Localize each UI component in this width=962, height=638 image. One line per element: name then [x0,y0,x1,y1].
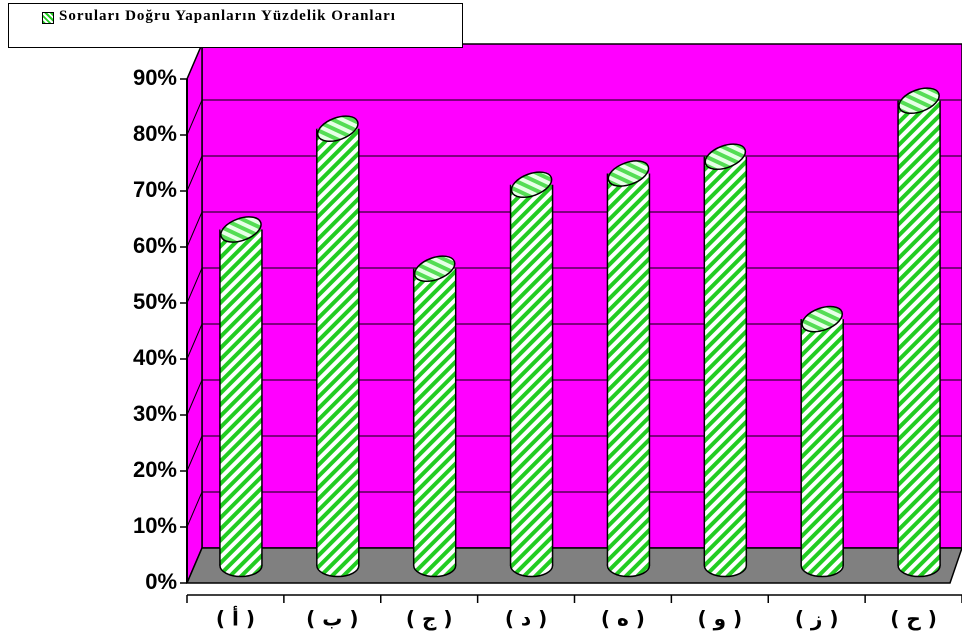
back-wall [201,43,962,549]
cylinder-top [898,87,940,115]
x-tick-label: ( ه ) [601,607,645,631]
x-tick-label: ( ز ) [795,607,839,631]
x-tick-label: ( د ) [505,607,547,631]
side-wall [186,43,203,584]
cylinder-top [510,171,553,199]
cylinder [607,173,650,566]
legend: Soruları Doğru Yapanların Yüzdelik Oranl… [8,3,463,48]
y-tick-label: 30% [133,401,177,426]
y-tick-label: 60% [133,233,177,258]
grid-line [186,99,962,136]
y-tick-label: 20% [133,457,177,482]
cylinder [413,268,456,566]
cylinder-top [316,115,359,143]
y-tick-label: 40% [133,345,177,370]
x-tick-label: ( ج ) [406,607,453,631]
cylinder [801,319,844,566]
x-tick-label: ( أ ) [216,605,255,631]
x-tick-label: ( و ) [697,607,742,631]
x-tick-label: ( ب ) [306,607,358,631]
cylinder [704,156,747,566]
cylinder [316,128,359,566]
cylinder-top [704,143,747,171]
y-tick-label: 80% [133,121,177,146]
legend-swatch [42,12,54,24]
cylinder [510,184,553,566]
cylinder [898,100,941,566]
y-tick-label: 70% [133,177,177,202]
x-tick-label: ( ح ) [890,607,937,631]
y-tick-label: 0% [145,569,177,594]
floor [185,547,962,584]
cylinder [219,229,262,566]
y-tick-label: 50% [133,289,177,314]
cylinder-top [220,216,262,243]
cylinder-top [607,160,650,187]
y-tick-label: 90% [133,65,177,90]
cylinder-top [801,305,844,333]
legend-label: Soruları Doğru Yapanların Yüzdelik Oranl… [59,8,396,24]
cylinder-top [413,255,456,283]
y-tick-label: 10% [133,513,177,538]
